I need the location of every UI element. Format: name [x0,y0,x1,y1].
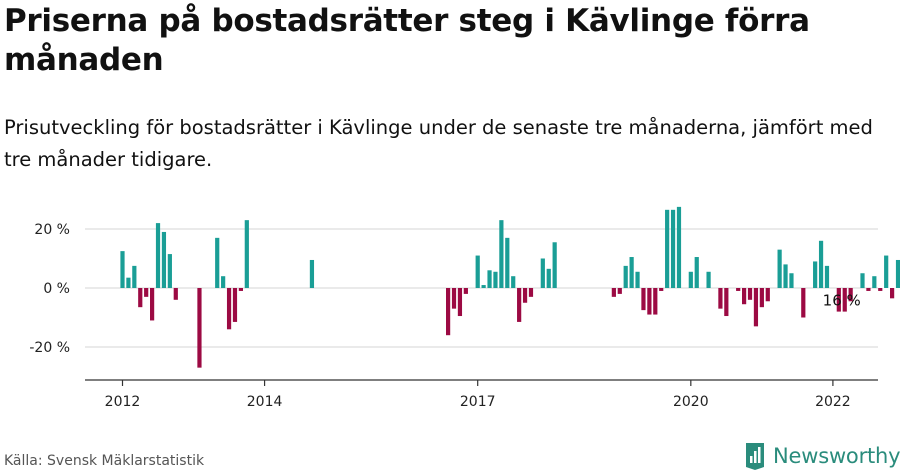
bar [221,276,226,288]
bar [878,288,883,291]
bar [836,288,841,312]
bar [813,261,818,288]
bar [197,288,202,368]
bar [138,288,143,308]
bar [238,288,243,291]
bar [641,288,646,311]
grid [85,228,878,348]
bar [866,288,871,291]
brand-logo: Newsworthy [744,440,900,472]
bar [457,288,463,317]
chart-subtitle: Prisutveckling för bostadsrätter i Kävli… [4,116,873,171]
bar [150,288,155,321]
bar [860,273,865,288]
bar [872,276,877,288]
bar [546,268,551,288]
x-tick-label: 2017 [460,394,496,410]
bar [706,271,711,288]
bar [789,273,794,288]
bar [481,285,486,288]
bar [783,264,788,288]
bar [132,265,137,288]
bar [126,277,131,288]
y-tick-label: 20 % [34,222,70,238]
bar [665,209,670,288]
bar [653,288,658,315]
bar [635,271,640,288]
bar [499,220,504,288]
bar [244,220,249,288]
bar-series [120,206,900,368]
brand-name: Newsworthy [773,444,900,468]
x-tick-label: 2014 [247,394,283,410]
bar [742,288,747,305]
x-tick-label: 2020 [673,394,709,410]
bar [226,288,232,330]
bar [670,209,676,288]
bar [552,242,557,288]
newsworthy-logo-icon [746,443,764,470]
bar [167,254,172,288]
x-tick-label: 2012 [105,394,141,410]
bar [623,265,628,288]
bar [647,288,652,315]
annotation-label: 16 % [823,292,861,310]
bar [765,288,770,302]
bar [215,237,220,288]
bar [736,288,741,291]
bar [801,288,806,318]
axes: 20 % 0 % -20 % 2012 2014 2017 2020 2022 [29,222,878,410]
bar [824,265,830,288]
bar [724,288,729,317]
bar [505,237,510,288]
bar [487,270,492,288]
x-tick-label: 2022 [815,394,851,410]
bar [718,288,723,309]
bar [617,288,622,294]
bar [629,257,634,288]
bar [659,288,664,291]
bar [528,288,534,297]
bar [161,231,167,288]
bar [540,258,545,288]
bar [747,288,753,300]
bar [144,288,149,297]
bar [890,288,895,299]
bar [522,288,528,303]
bar [884,255,889,288]
bar [155,223,161,288]
bar [694,257,699,288]
bar [309,259,315,288]
bar [475,255,480,288]
bar [848,288,853,302]
bar-chart: 20 % 0 % -20 % 2012 2014 2017 2020 2022 16 % [29,206,900,410]
bar [511,276,516,288]
bar [842,288,847,312]
bar [895,259,900,288]
bar [446,288,451,336]
bar [688,271,693,288]
bar [463,288,468,294]
bar [173,288,178,300]
bar [120,251,125,288]
bar [777,249,782,288]
y-tick-label: -20 % [29,340,70,356]
chart-title: Priserna på bostadsrätter steg i Kävling… [4,3,810,78]
bar [493,271,498,288]
bar [451,288,457,309]
y-tick-label: 0 % [43,281,70,297]
bar [517,288,522,322]
bar [753,288,759,327]
source-note: Källa: Svensk Mäklarstatistik [4,453,205,469]
bar [232,288,238,322]
bar [759,288,764,308]
bar [611,288,616,297]
bar [818,240,824,288]
bar [676,206,682,288]
